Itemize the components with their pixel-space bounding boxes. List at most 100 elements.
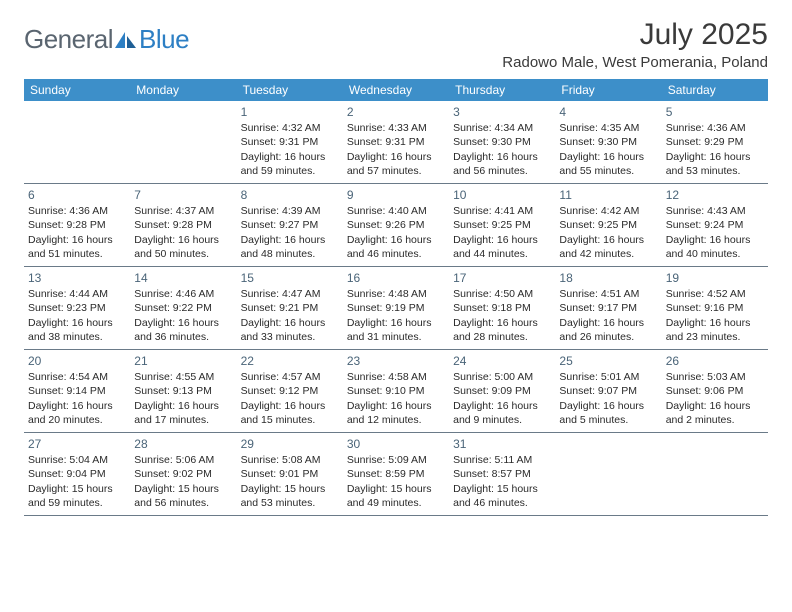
calendar-day: 31Sunrise: 5:11 AMSunset: 8:57 PMDayligh… bbox=[449, 433, 555, 515]
daylight-text: Daylight: 15 hours and 56 minutes. bbox=[134, 482, 232, 510]
sunset-text: Sunset: 9:01 PM bbox=[241, 467, 339, 481]
sunrise-text: Sunrise: 5:01 AM bbox=[559, 370, 657, 384]
calendar-day: 12Sunrise: 4:43 AMSunset: 9:24 PMDayligh… bbox=[662, 184, 768, 266]
sunset-text: Sunset: 9:12 PM bbox=[241, 384, 339, 398]
sunrise-text: Sunrise: 5:04 AM bbox=[28, 453, 126, 467]
daylight-text: Daylight: 16 hours and 59 minutes. bbox=[241, 150, 339, 178]
calendar-week: 27Sunrise: 5:04 AMSunset: 9:04 PMDayligh… bbox=[24, 433, 768, 516]
sunset-text: Sunset: 9:10 PM bbox=[347, 384, 445, 398]
day-number: 8 bbox=[241, 187, 339, 203]
daylight-text: Daylight: 16 hours and 57 minutes. bbox=[347, 150, 445, 178]
sunrise-text: Sunrise: 4:48 AM bbox=[347, 287, 445, 301]
sunrise-text: Sunrise: 4:44 AM bbox=[28, 287, 126, 301]
calendar-day: 28Sunrise: 5:06 AMSunset: 9:02 PMDayligh… bbox=[130, 433, 236, 515]
daylight-text: Daylight: 16 hours and 50 minutes. bbox=[134, 233, 232, 261]
daylight-text: Daylight: 16 hours and 40 minutes. bbox=[666, 233, 764, 261]
daylight-text: Daylight: 16 hours and 26 minutes. bbox=[559, 316, 657, 344]
daylight-text: Daylight: 16 hours and 20 minutes. bbox=[28, 399, 126, 427]
sunrise-text: Sunrise: 4:58 AM bbox=[347, 370, 445, 384]
sunrise-text: Sunrise: 5:08 AM bbox=[241, 453, 339, 467]
daylight-text: Daylight: 16 hours and 55 minutes. bbox=[559, 150, 657, 178]
sunrise-text: Sunrise: 4:55 AM bbox=[134, 370, 232, 384]
sunset-text: Sunset: 9:14 PM bbox=[28, 384, 126, 398]
sunset-text: Sunset: 9:09 PM bbox=[453, 384, 551, 398]
sunset-text: Sunset: 9:28 PM bbox=[28, 218, 126, 232]
daylight-text: Daylight: 16 hours and 17 minutes. bbox=[134, 399, 232, 427]
sunset-text: Sunset: 9:04 PM bbox=[28, 467, 126, 481]
day-number: 31 bbox=[453, 436, 551, 452]
sunset-text: Sunset: 9:07 PM bbox=[559, 384, 657, 398]
sunset-text: Sunset: 9:27 PM bbox=[241, 218, 339, 232]
sunrise-text: Sunrise: 5:06 AM bbox=[134, 453, 232, 467]
sunset-text: Sunset: 9:25 PM bbox=[559, 218, 657, 232]
daylight-text: Daylight: 16 hours and 31 minutes. bbox=[347, 316, 445, 344]
brand-logo: General Blue bbox=[24, 18, 189, 55]
sunset-text: Sunset: 9:29 PM bbox=[666, 135, 764, 149]
calendar-week: 13Sunrise: 4:44 AMSunset: 9:23 PM Dayligh… bbox=[24, 267, 768, 350]
sunrise-text: Sunrise: 4:42 AM bbox=[559, 204, 657, 218]
day-number: 1 bbox=[241, 104, 339, 120]
calendar-week: 20Sunrise: 4:54 AMSunset: 9:14 PMDayligh… bbox=[24, 350, 768, 433]
day-number: 29 bbox=[241, 436, 339, 452]
sunset-text: Sunset: 9:06 PM bbox=[666, 384, 764, 398]
calendar: SundayMondayTuesdayWednesdayThursdayFrid… bbox=[24, 79, 768, 516]
daylight-text: Daylight: 16 hours and 48 minutes. bbox=[241, 233, 339, 261]
sunrise-text: Sunrise: 4:33 AM bbox=[347, 121, 445, 135]
day-number: 13 bbox=[28, 270, 126, 286]
calendar-day: 25Sunrise: 5:01 AMSunset: 9:07 PMDayligh… bbox=[555, 350, 661, 432]
daylight-text: Daylight: 15 hours and 59 minutes. bbox=[28, 482, 126, 510]
daylight-text: Daylight: 16 hours and 51 minutes. bbox=[28, 233, 126, 261]
calendar-day: 27Sunrise: 5:04 AMSunset: 9:04 PMDayligh… bbox=[24, 433, 130, 515]
dow-label: Tuesday bbox=[237, 79, 343, 101]
day-number: 10 bbox=[453, 187, 551, 203]
day-number: 30 bbox=[347, 436, 445, 452]
day-number: 24 bbox=[453, 353, 551, 369]
sunrise-text: Sunrise: 5:00 AM bbox=[453, 370, 551, 384]
calendar-day: 4Sunrise: 4:35 AMSunset: 9:30 PMDaylight… bbox=[555, 101, 661, 183]
day-number: 12 bbox=[666, 187, 764, 203]
calendar-day: 23Sunrise: 4:58 AMSunset: 9:10 PMDayligh… bbox=[343, 350, 449, 432]
calendar-day: 22Sunrise: 4:57 AMSunset: 9:12 PMDayligh… bbox=[237, 350, 343, 432]
sunrise-text: Sunrise: 4:50 AM bbox=[453, 287, 551, 301]
calendar-day: 9Sunrise: 4:40 AMSunset: 9:26 PMDaylight… bbox=[343, 184, 449, 266]
sunrise-text: Sunrise: 4:35 AM bbox=[559, 121, 657, 135]
sunset-text: Sunset: 9:13 PM bbox=[134, 384, 232, 398]
location-text: Radowo Male, West Pomerania, Poland bbox=[502, 54, 768, 71]
logo-text-general: General bbox=[24, 24, 113, 55]
sunset-text: Sunset: 9:23 PM bbox=[28, 301, 126, 315]
sunrise-text: Sunrise: 4:51 AM bbox=[559, 287, 657, 301]
calendar-day: 20Sunrise: 4:54 AMSunset: 9:14 PMDayligh… bbox=[24, 350, 130, 432]
day-number: 14 bbox=[134, 270, 232, 286]
sunset-text: Sunset: 9:16 PM bbox=[666, 301, 764, 315]
sunrise-text: Sunrise: 5:11 AM bbox=[453, 453, 551, 467]
daylight-text: Daylight: 16 hours and 44 minutes. bbox=[453, 233, 551, 261]
calendar-day: 26Sunrise: 5:03 AMSunset: 9:06 PMDayligh… bbox=[662, 350, 768, 432]
daylight-text: Daylight: 16 hours and 36 minutes. bbox=[134, 316, 232, 344]
day-number: 20 bbox=[28, 353, 126, 369]
sunrise-text: Sunrise: 4:39 AM bbox=[241, 204, 339, 218]
calendar-day: 7Sunrise: 4:37 AMSunset: 9:28 PMDaylight… bbox=[130, 184, 236, 266]
calendar-day bbox=[662, 433, 768, 515]
day-number: 25 bbox=[559, 353, 657, 369]
dow-label: Thursday bbox=[449, 79, 555, 101]
day-number: 18 bbox=[559, 270, 657, 286]
dow-label: Sunday bbox=[24, 79, 130, 101]
day-number: 26 bbox=[666, 353, 764, 369]
day-number: 3 bbox=[453, 104, 551, 120]
calendar-day bbox=[24, 101, 130, 183]
calendar-day: 1Sunrise: 4:32 AMSunset: 9:31 PMDaylight… bbox=[237, 101, 343, 183]
calendar-day: 13Sunrise: 4:44 AMSunset: 9:23 PMDayligh… bbox=[24, 267, 130, 349]
calendar-day: 18Sunrise: 4:51 AMSunset: 9:17 PMDayligh… bbox=[555, 267, 661, 349]
day-number: 22 bbox=[241, 353, 339, 369]
day-number: 11 bbox=[559, 187, 657, 203]
sunrise-text: Sunrise: 4:47 AM bbox=[241, 287, 339, 301]
calendar-day: 16Sunrise: 4:48 AMSunset: 9:19 PMDayligh… bbox=[343, 267, 449, 349]
sunset-text: Sunset: 9:31 PM bbox=[347, 135, 445, 149]
sunrise-text: Sunrise: 4:41 AM bbox=[453, 204, 551, 218]
sunrise-text: Sunrise: 4:36 AM bbox=[666, 121, 764, 135]
sunset-text: Sunset: 8:59 PM bbox=[347, 467, 445, 481]
daylight-text: Daylight: 15 hours and 49 minutes. bbox=[347, 482, 445, 510]
sunrise-text: Sunrise: 5:09 AM bbox=[347, 453, 445, 467]
calendar-day: 2Sunrise: 4:33 AMSunset: 9:31 PMDaylight… bbox=[343, 101, 449, 183]
daylight-text: Daylight: 16 hours and 15 minutes. bbox=[241, 399, 339, 427]
